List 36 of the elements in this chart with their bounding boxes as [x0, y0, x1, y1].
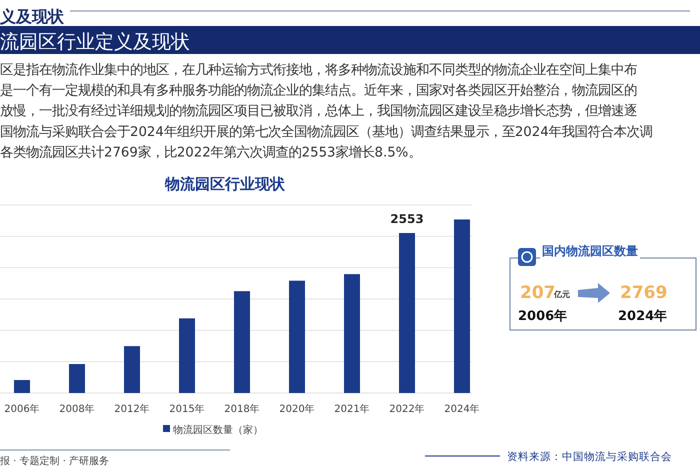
legend-label: 物流园区数量（家）: [173, 424, 263, 436]
text: 亿元: [553, 290, 570, 299]
text: 国内物流园区数量: [542, 244, 638, 258]
text: 2006年: [518, 309, 568, 324]
text: 是一个有一定规模的和具有多种服务功能的物流企业的集结点。近年来，国家对各类园区开始整治，物流园区的: [0, 82, 637, 99]
bar: [454, 219, 470, 393]
x-tick-label: 2018年: [224, 403, 260, 415]
text: 2024年: [618, 309, 668, 324]
x-tick-label: 2022年: [389, 403, 425, 415]
text: 2769: [620, 283, 668, 303]
bar: [14, 380, 30, 393]
bar: [289, 280, 305, 393]
chart-title: 物流园区行业现状: [164, 175, 286, 193]
x-tick-label: 2020年: [279, 403, 315, 415]
text: 流园区行业定义及现状: [0, 31, 190, 53]
x-tick-label: 2024年: [444, 403, 480, 415]
bar: [234, 291, 250, 393]
bar: [69, 364, 85, 393]
text: 207: [520, 283, 556, 303]
x-tick-label: 2008年: [59, 403, 95, 415]
bar: [399, 233, 415, 393]
text: 义及现状: [0, 7, 65, 26]
text: 国物流与采购联合会于2024年组织开展的第七次全国物流园区（基地）调查结果显示，至2024年我国符合本次调: [0, 124, 653, 140]
x-tick-label: 2012年: [114, 403, 150, 415]
bar: [124, 346, 140, 393]
x-tick-label: 2021年: [334, 403, 370, 415]
text: 资料来源：中国物流与采购联合会: [507, 450, 672, 463]
bar: [179, 318, 195, 393]
text: 区是指在物流作业集中的地区，在几种运输方式衔接地，将多种物流设施和不同类型的物流企业在空间上集中布: [0, 62, 637, 78]
data-label: 2553: [390, 212, 424, 226]
bar: [344, 274, 360, 393]
text: 放慢，一批没有经过详细规划的物流园区项目已被取消，总体上，我国物流园区建设呈稳步增长态势，但增速逐: [0, 103, 637, 120]
text: 各类物流园区共计2769家，比2022年第六次调查的2553家增长8.5%。: [0, 144, 422, 160]
x-tick-label: 2006年: [4, 403, 40, 415]
x-tick-label: 2015年: [169, 403, 205, 415]
text: 报 · 专题定制 · 产研服务: [0, 455, 110, 467]
